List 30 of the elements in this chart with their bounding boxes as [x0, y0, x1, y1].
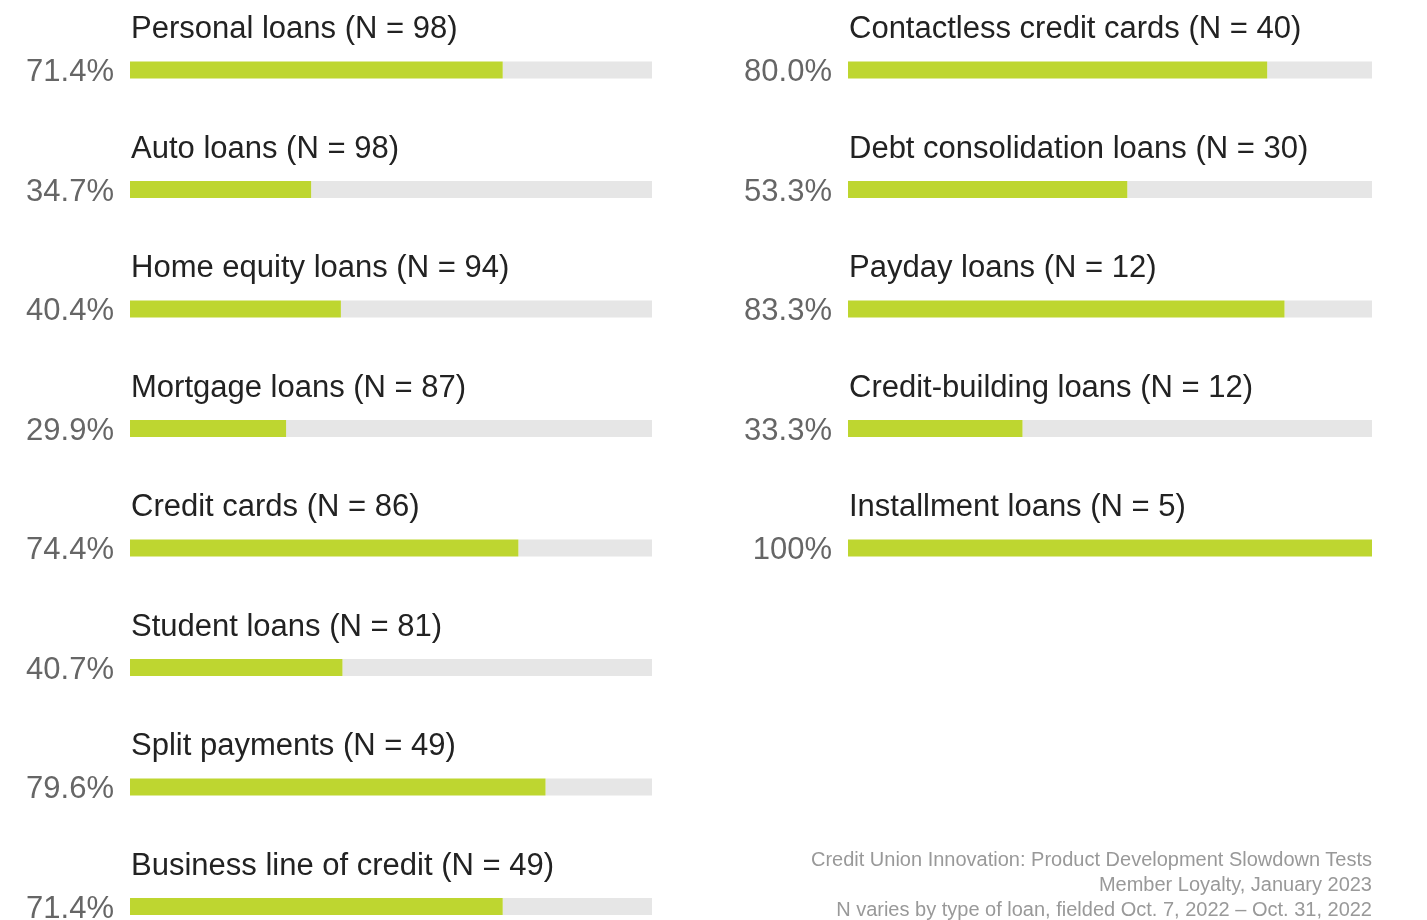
data-label: 80.0%	[744, 53, 832, 88]
y-tick-label: Contactless credit cards (N = 40)	[849, 10, 1302, 45]
bar	[848, 539, 1372, 557]
data-label: 71.4%	[26, 53, 114, 88]
data-label: 34.7%	[26, 172, 114, 208]
data-label: 71.4%	[26, 889, 114, 920]
y-tick-label: Installment loans (N = 5)	[849, 488, 1186, 523]
y-tick-label: Business line of credit (N = 49)	[131, 846, 554, 882]
data-label: 79.6%	[26, 770, 114, 805]
y-tick-label: Credit-building loans (N = 12)	[849, 368, 1254, 404]
y-tick-label: Split payments (N = 49)	[131, 727, 456, 762]
y-tick-label: Personal loans (N = 98)	[131, 10, 458, 45]
data-label: 53.3%	[744, 172, 832, 208]
y-tick-label: Payday loans (N = 12)	[849, 249, 1157, 284]
data-label: 100%	[752, 531, 832, 566]
text: Credit Union Innovation: Product Development Slowdown Tests	[810, 848, 1372, 870]
y-tick-label: Home equity loans (N = 94)	[131, 249, 510, 284]
y-tick-label: Student loans (N = 81)	[131, 607, 443, 643]
data-label: 40.7%	[26, 650, 114, 686]
data-label: 29.9%	[26, 411, 114, 447]
y-tick-label: Debt consolidation loans (N = 30)	[849, 129, 1309, 165]
text: N varies by type of loan, fielded Oct. 7, 2022 – Oct. 31, 2022	[836, 898, 1372, 920]
data-label: 83.3%	[744, 292, 832, 327]
y-tick-label: Auto loans (N = 98)	[131, 129, 399, 165]
y-tick-label: Credit cards (N = 86)	[131, 488, 420, 523]
data-label: 33.3%	[744, 411, 832, 447]
text: Member Loyalty, January 2023	[1098, 873, 1372, 895]
data-label: 74.4%	[26, 531, 114, 566]
data-label: 40.4%	[26, 292, 114, 327]
y-tick-label: Mortgage loans (N = 87)	[131, 368, 467, 404]
